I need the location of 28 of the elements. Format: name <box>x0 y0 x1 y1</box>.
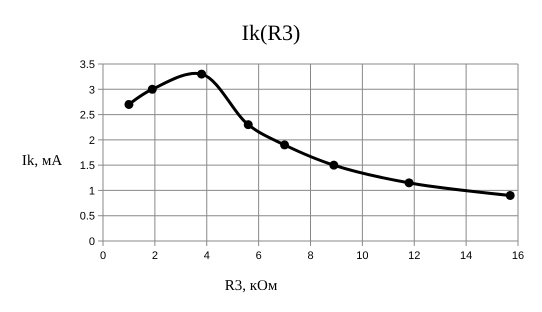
y-tick-label: 2.5 <box>80 110 95 122</box>
y-tick-label: 0 <box>88 236 95 248</box>
y-tick-label: 3 <box>88 84 95 96</box>
x-tick-label: 10 <box>356 250 368 262</box>
point <box>244 120 253 130</box>
y-tick-label: 1 <box>88 185 95 198</box>
point <box>148 84 157 94</box>
x-tick-label: 12 <box>408 250 420 262</box>
x-tick-label: 8 <box>307 250 314 262</box>
y-tick-label: 1.5 <box>80 160 95 172</box>
x-tick-label: 6 <box>256 250 262 262</box>
y-tick-label: 0.5 <box>80 210 95 223</box>
x-tick-label: 2 <box>152 250 158 262</box>
y-tick-label: 2 <box>88 134 95 147</box>
point <box>329 160 338 170</box>
y-tick-label: 3.5 <box>80 59 95 71</box>
x-axis-title: R3, кОм <box>224 278 278 294</box>
point <box>280 140 290 150</box>
point <box>124 100 134 109</box>
point <box>506 190 515 200</box>
x-tick-label: 16 <box>512 250 524 262</box>
point <box>404 178 414 188</box>
x-tick-label: 0 <box>100 250 106 262</box>
x-tick-label: 14 <box>460 250 472 262</box>
chart-title: Ik(R3) <box>242 20 300 45</box>
point <box>197 70 206 79</box>
x-tick-label: 4 <box>204 250 210 262</box>
y-axis-title: Ik, мА <box>22 153 62 169</box>
